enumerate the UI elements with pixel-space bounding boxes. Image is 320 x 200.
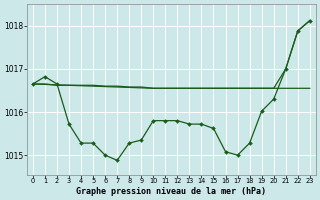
X-axis label: Graphe pression niveau de la mer (hPa): Graphe pression niveau de la mer (hPa) (76, 187, 266, 196)
